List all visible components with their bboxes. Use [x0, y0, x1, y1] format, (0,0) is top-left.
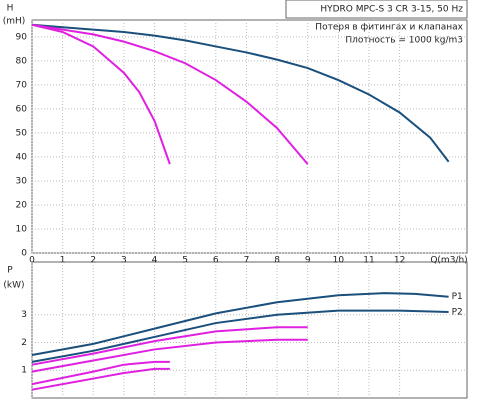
x-tick-label: 1 — [60, 256, 66, 266]
y-tick-label: 80 — [16, 56, 28, 66]
series-line — [31, 309, 449, 363]
x-tick-label: 10 — [333, 256, 345, 266]
y-tick-label: 90 — [16, 32, 28, 42]
y-tick-label: 2 — [21, 338, 27, 348]
y-tick-label: 10 — [16, 224, 28, 234]
y-label: H — [7, 4, 14, 14]
x-tick-label: 6 — [213, 256, 219, 266]
x-tick-label: 3 — [121, 256, 127, 266]
series-line — [31, 326, 308, 366]
series-line — [31, 360, 170, 386]
y-label: (mH) — [3, 17, 26, 27]
x-tick-label: 0 — [29, 256, 35, 266]
top-frame — [31, 19, 468, 254]
y-tick-label: 0 — [21, 249, 27, 259]
series-line — [31, 292, 449, 356]
x-tick-label: 8 — [274, 256, 280, 266]
series-line — [31, 367, 170, 391]
chart-title: HYDRO MPC-S 3 CR 3-15, 50 Hz — [320, 5, 463, 15]
y-tick-label: 40 — [16, 152, 28, 162]
series-line — [31, 23, 309, 165]
series-line — [31, 23, 171, 165]
x-tick-label: 5 — [182, 256, 188, 266]
y-tick-label: 20 — [16, 200, 28, 210]
x-tick-label: 11 — [363, 256, 374, 266]
series-line — [31, 338, 308, 373]
y-tick-label: 60 — [16, 104, 28, 114]
y-tick-label: 50 — [16, 128, 28, 138]
x-tick-label: 2 — [90, 256, 96, 266]
series-label: P1 — [452, 292, 463, 302]
y-tick-label: 1 — [21, 366, 27, 376]
title-box — [285, 0, 468, 19]
y-tick-label: 3 — [21, 310, 27, 320]
x-tick-label: 7 — [244, 256, 250, 266]
bottom-frame — [31, 261, 468, 399]
y-tick-label: 70 — [16, 80, 28, 90]
series-line — [31, 23, 450, 163]
x-tick-label: 4 — [152, 256, 158, 266]
annotation: Плотность = 1000 kg/m3 — [345, 36, 463, 46]
y-label: P — [7, 266, 13, 276]
x-tick-label: 9 — [305, 256, 311, 266]
x-label: Q(m3/h) — [430, 256, 467, 266]
y-label: (kW) — [3, 281, 24, 291]
series-label: P2 — [452, 307, 463, 317]
annotation: Потеря в фитингах и клапанах — [315, 23, 463, 33]
x-tick-label: 12 — [394, 256, 405, 266]
y-tick-label: 30 — [16, 176, 28, 186]
